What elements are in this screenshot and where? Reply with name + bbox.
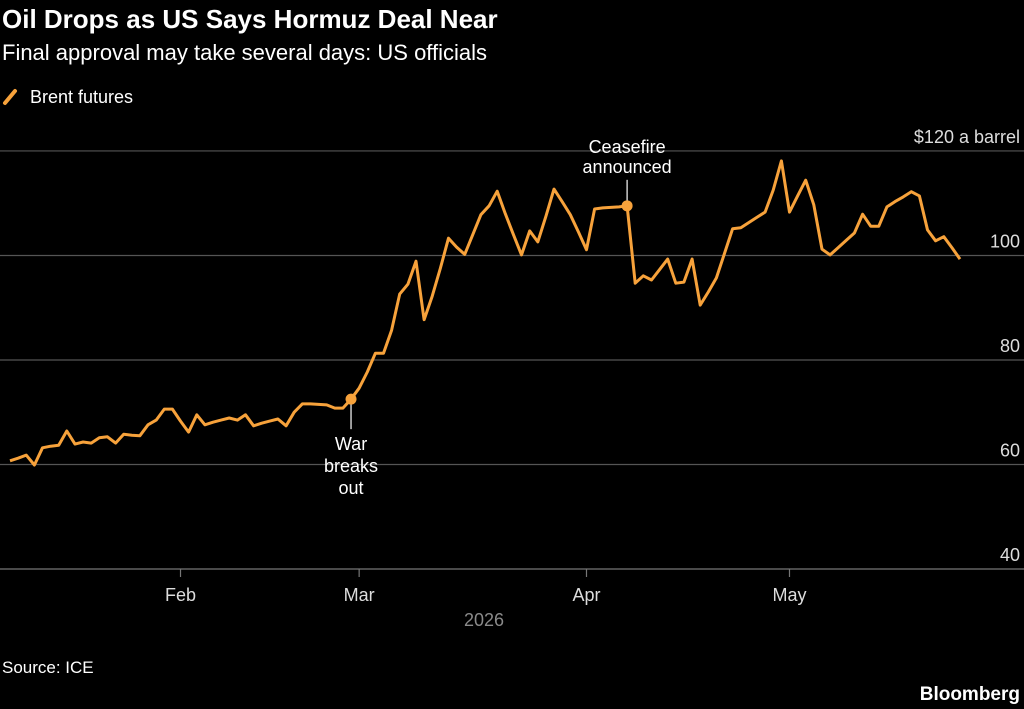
y-tick-label: 80 [1000,336,1020,356]
y-tick-label: 40 [1000,545,1020,565]
y-tick-label: $120 a barrel [914,127,1020,147]
x-tick-label: Apr [572,585,600,605]
x-axis-label: 2026 [464,610,504,630]
brand: Bloomberg [920,684,1020,705]
annotation-point [621,200,633,212]
chart-title: Oil Drops as US Says Hormuz Deal Near [2,4,498,34]
source: Source: ICE [2,658,94,677]
legend-label: Brent futures [30,87,133,107]
x-tick-label: Mar [344,585,375,605]
y-tick-label: 60 [1000,440,1020,460]
x-tick-label: May [772,585,806,605]
annotation-text: Ceasefire [589,137,666,157]
annotation-text: War [335,434,367,454]
annotation-text: out [339,478,364,498]
annotation-point [345,393,357,405]
annotation-text: announced [583,157,672,177]
data-line [9,159,962,467]
chart-subtitle: Final approval may take several days: US… [2,40,487,65]
y-tick-label: 100 [990,231,1020,251]
legend-swatch [3,89,17,105]
x-tick-label: Feb [165,585,196,605]
annotation-text: breaks [324,456,378,476]
